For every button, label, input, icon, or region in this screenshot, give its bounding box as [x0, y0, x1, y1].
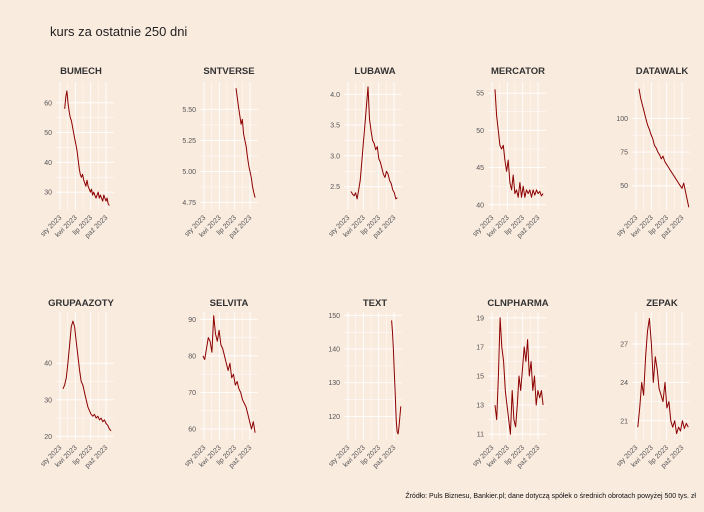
price-line [235, 88, 256, 198]
price-line [62, 320, 112, 432]
y-tick-label: 15 [476, 374, 484, 381]
panel-title: BUMECH [60, 66, 102, 77]
y-tick-label: 17 [476, 344, 484, 351]
price-line [494, 317, 544, 435]
price-line [391, 320, 402, 435]
y-tick-label: 30 [44, 397, 52, 404]
panel-title: GRUPAAZOTY [48, 298, 114, 309]
y-tick-label: 5.50 [182, 107, 196, 114]
y-tick-label: 100 [616, 116, 628, 123]
y-tick-label: 4.0 [330, 92, 340, 99]
y-tick-label: 50 [476, 128, 484, 135]
y-tick-label: 90 [188, 317, 196, 324]
y-tick-label: 30 [44, 190, 52, 197]
y-tick-label: 75 [620, 150, 628, 157]
source-note: Źródło: Puls Biznesu, Bankier.pl; dane d… [405, 493, 696, 500]
panel-title: SNTVERSE [203, 66, 254, 77]
y-tick-label: 40 [476, 202, 484, 209]
panel-title: DATAWALK [636, 66, 689, 77]
y-tick-label: 40 [44, 361, 52, 368]
y-tick-label: 60 [188, 427, 196, 434]
price-line [202, 315, 256, 433]
panel-title: CLNPHARMA [487, 298, 548, 309]
y-tick-label: 20 [44, 434, 52, 441]
y-tick-label: 13 [476, 403, 484, 410]
price-line [637, 317, 689, 435]
y-tick-label: 80 [188, 353, 196, 360]
price-line [64, 90, 110, 206]
y-tick-label: 27 [620, 342, 628, 349]
y-tick-label: 11 [477, 432, 484, 439]
y-tick-label: 45 [476, 165, 484, 172]
panel-title: LUBAWA [354, 66, 395, 77]
page-title: kurs za ostatnie 250 dni [50, 24, 188, 39]
y-tick-label: 50 [44, 130, 52, 137]
y-tick-label: 5.25 [182, 138, 196, 145]
y-tick-label: 2.5 [330, 184, 340, 191]
price-line [638, 88, 690, 208]
y-tick-label: 19 [476, 315, 484, 322]
y-tick-label: 150 [328, 313, 340, 320]
y-tick-label: 120 [328, 414, 340, 421]
panel-title: ZEPAK [646, 298, 678, 309]
price-line [494, 89, 544, 198]
price-line [350, 86, 398, 200]
panel-title: MERCATOR [491, 66, 545, 77]
y-tick-label: 50 [620, 183, 628, 190]
y-tick-label: 40 [44, 160, 52, 167]
y-tick-label: 24 [620, 380, 628, 387]
y-tick-label: 140 [328, 347, 340, 354]
y-tick-label: 5.00 [182, 169, 196, 176]
y-tick-label: 4.75 [182, 200, 196, 207]
y-tick-label: 60 [44, 100, 52, 107]
y-tick-label: 130 [328, 380, 340, 387]
y-tick-label: 55 [476, 91, 484, 98]
y-tick-label: 70 [188, 390, 196, 397]
panel-title: SELVITA [210, 298, 249, 309]
panel-title: TEXT [363, 298, 387, 309]
y-tick-label: 3.0 [330, 153, 340, 160]
y-tick-label: 21 [620, 418, 628, 425]
y-tick-label: 3.5 [330, 123, 340, 130]
